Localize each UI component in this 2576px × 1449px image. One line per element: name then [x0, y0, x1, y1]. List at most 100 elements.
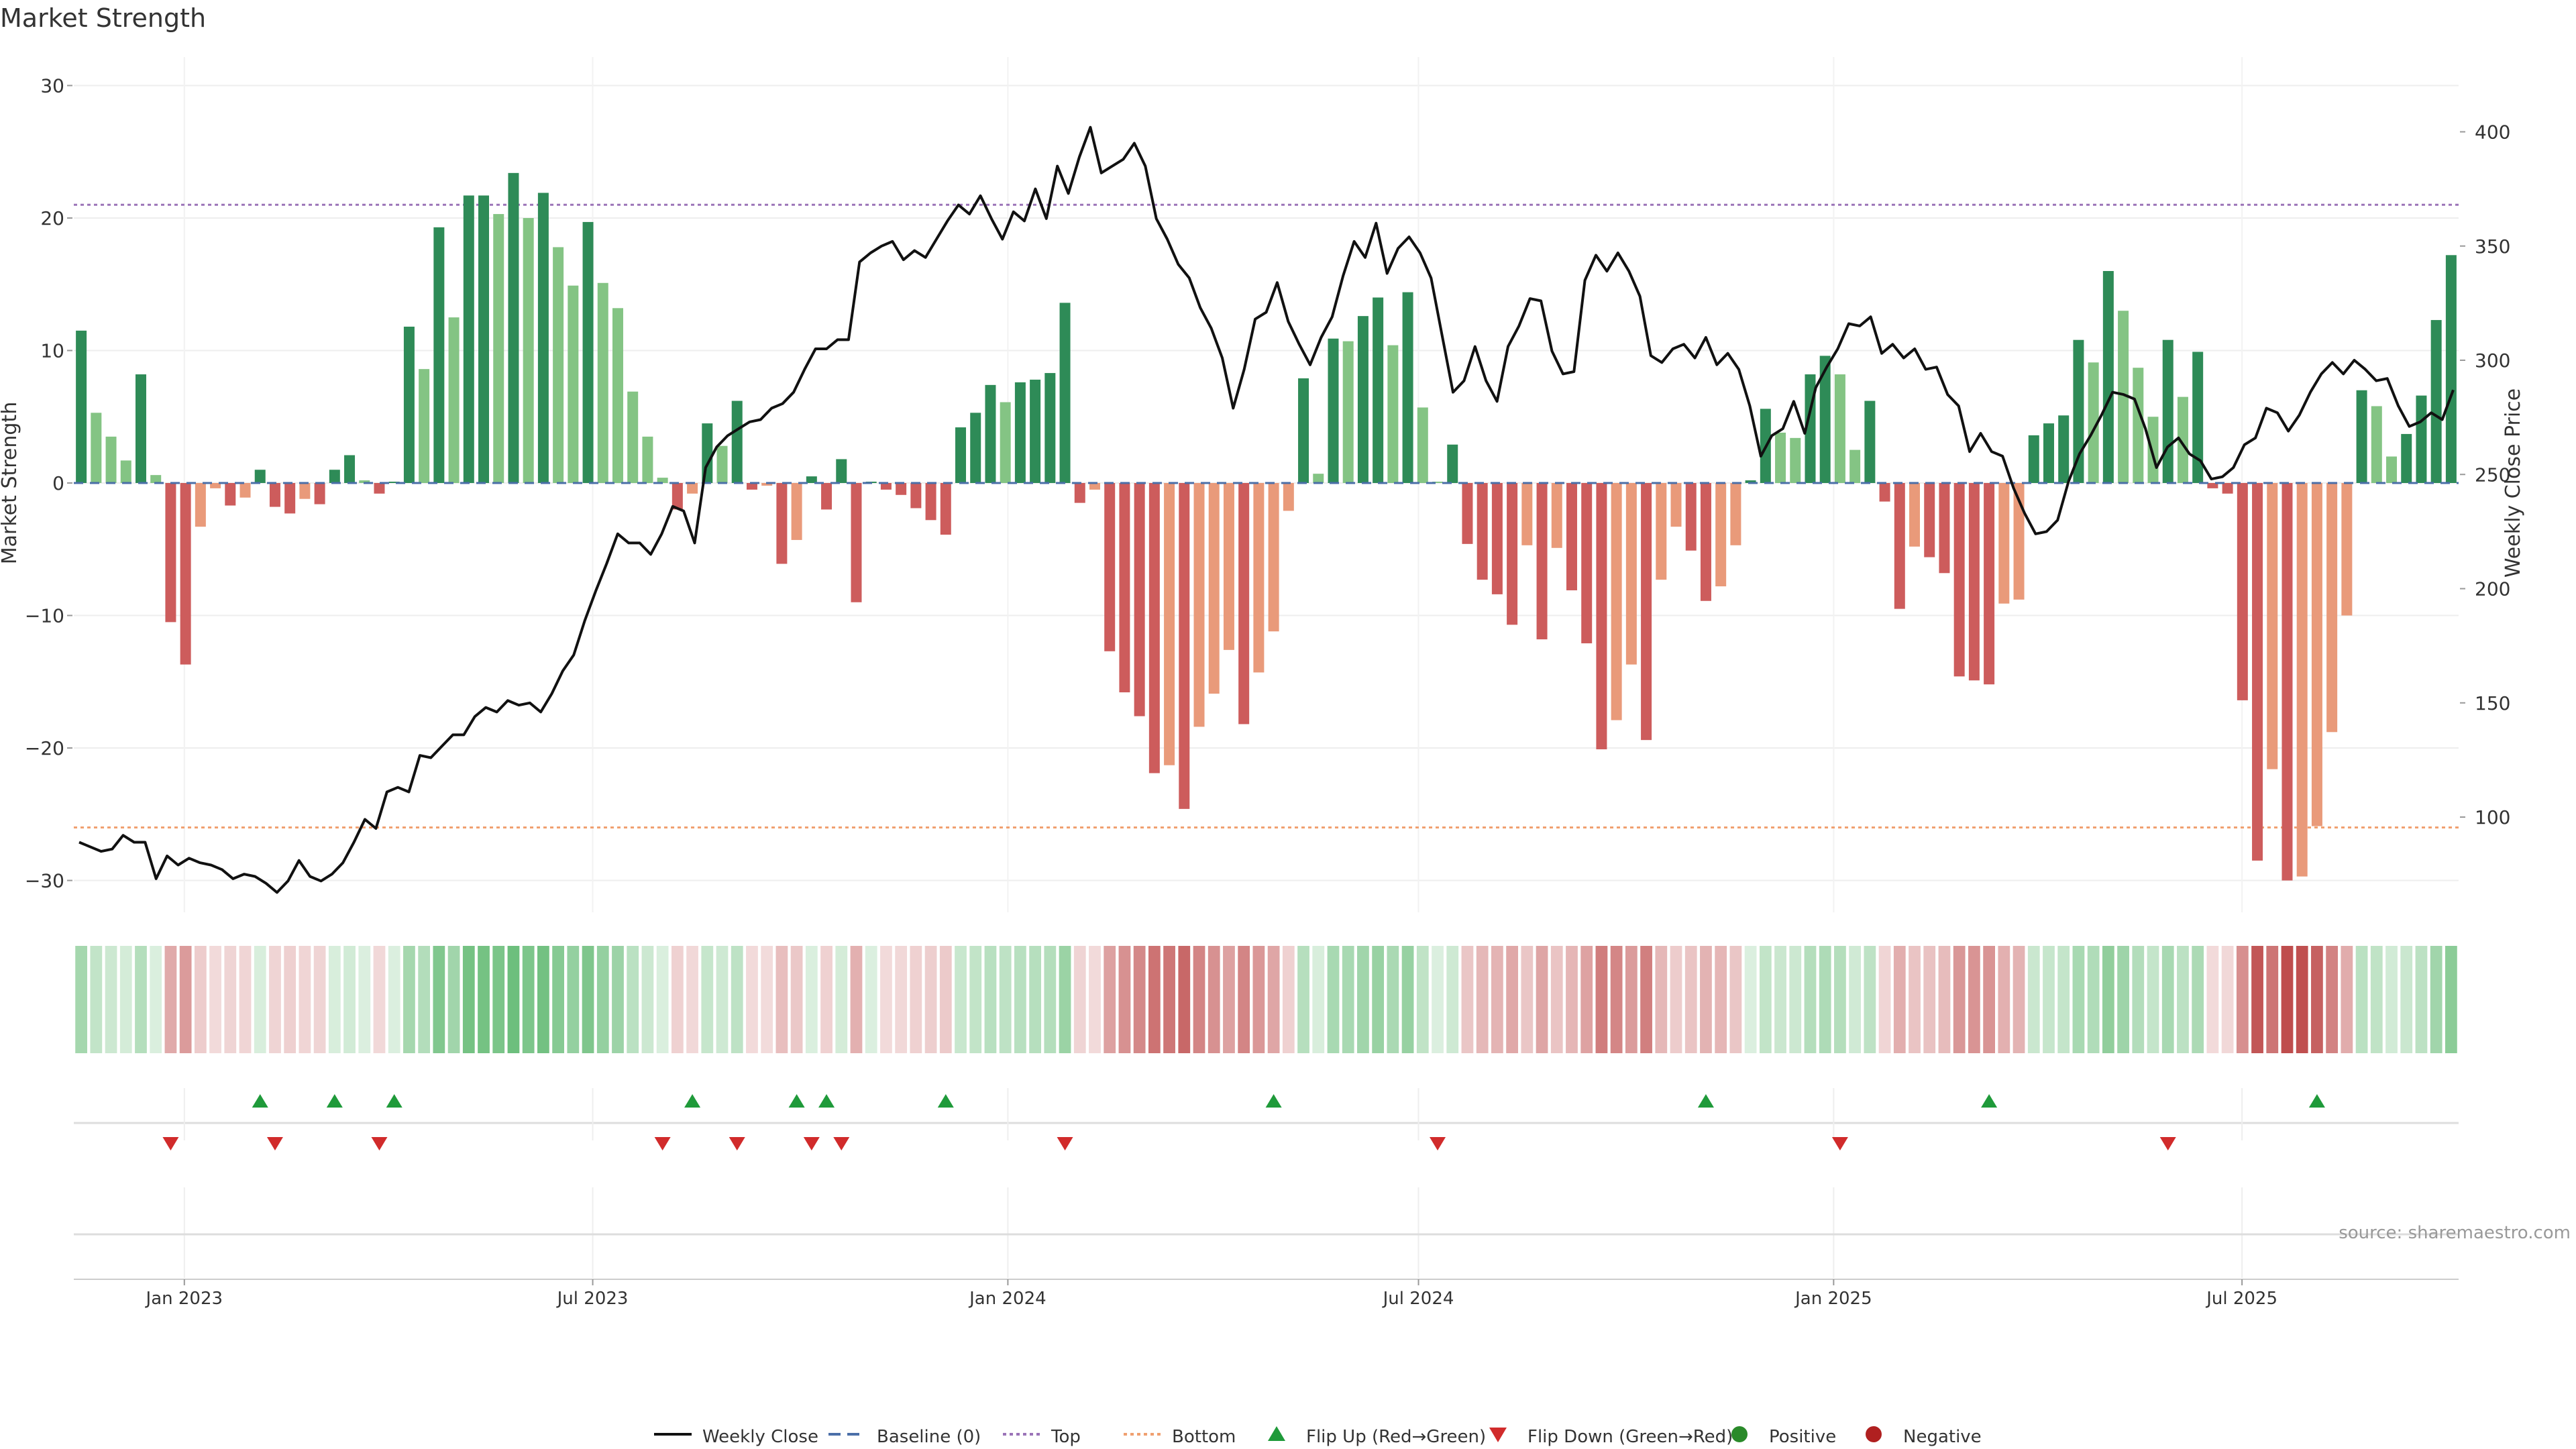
heat-cell — [433, 946, 445, 1053]
heat-cell — [537, 946, 549, 1053]
strength-bar — [746, 483, 757, 490]
legend-label: Flip Up (Red→Green) — [1306, 1427, 1486, 1447]
strength-bar — [612, 308, 623, 483]
flip-down-marker — [729, 1137, 745, 1150]
heat-cell — [2400, 946, 2413, 1053]
strength-bar — [403, 326, 415, 483]
strength-bar — [433, 227, 445, 483]
strength-bar — [1223, 483, 1234, 650]
heat-cell — [612, 946, 624, 1053]
flip-down-marker — [833, 1137, 850, 1150]
heat-cell — [2132, 946, 2145, 1053]
heat-cell — [1029, 946, 1041, 1053]
strength-bar — [2237, 483, 2248, 700]
heat-cell — [1684, 946, 1697, 1053]
heat-cell — [2043, 946, 2055, 1053]
heat-cell — [2281, 946, 2294, 1053]
strength-bar — [1432, 482, 1444, 483]
heat-cell — [1446, 946, 1459, 1053]
legend-item: Flip Down (Green→Red) — [1489, 1427, 1733, 1447]
strength-bar — [2118, 311, 2129, 483]
heat-cell — [1357, 946, 1369, 1053]
strength-bar — [1417, 407, 1428, 483]
strength-bar — [1298, 378, 1309, 483]
strength-bar — [1179, 483, 1190, 809]
strength-bar — [1685, 483, 1697, 551]
heat-cell — [1789, 946, 1802, 1053]
heat-cell — [1893, 946, 1906, 1053]
heat-cell — [1267, 946, 1280, 1053]
strength-bar — [568, 285, 579, 483]
strength-bar — [1551, 483, 1562, 548]
heat-cell — [1416, 946, 1429, 1053]
strength-bar — [1894, 483, 1905, 609]
legend-item: Top — [1003, 1427, 1081, 1447]
heat-cell — [239, 946, 252, 1053]
strength-bar — [2445, 255, 2457, 483]
heat-cell — [1476, 946, 1489, 1053]
heat-cell — [1625, 946, 1638, 1053]
heat-cell — [2117, 946, 2129, 1053]
heat-cell — [1819, 946, 1831, 1053]
strength-bar — [269, 483, 280, 507]
heat-cell — [1059, 946, 1071, 1053]
heat-cell — [790, 946, 803, 1053]
triangle-up-icon — [1268, 1426, 1285, 1441]
strength-bar — [2073, 339, 2084, 483]
heat-cell — [164, 946, 177, 1053]
heat-cell — [1178, 946, 1191, 1053]
strength-bar — [1939, 483, 1950, 574]
heat-cell — [1655, 946, 1668, 1053]
y2-tick-label: 200 — [2475, 578, 2510, 600]
strength-bar — [1119, 483, 1130, 693]
strength-bar — [478, 195, 490, 483]
strength-bar — [1730, 483, 1741, 545]
heat-cell — [1238, 946, 1250, 1053]
heat-cell — [2266, 946, 2279, 1053]
heat-cell — [1312, 946, 1325, 1053]
strength-bar — [105, 436, 117, 483]
strength-bar — [1000, 402, 1011, 483]
heat-cell — [1759, 946, 1772, 1053]
heat-cell — [418, 946, 431, 1053]
strength-bar — [2043, 423, 2054, 483]
flip-down-marker — [1057, 1137, 1073, 1150]
heat-cell — [1133, 946, 1146, 1053]
strength-bar — [463, 195, 474, 483]
right-axis-ticks: 100 150 200 250 300 350 400 — [2460, 121, 2510, 828]
flip-up-marker — [684, 1094, 701, 1108]
strength-bar — [1462, 483, 1473, 544]
heat-cell — [2057, 946, 2070, 1053]
strength-bar — [1521, 483, 1533, 545]
legend-item: Negative — [1866, 1426, 1982, 1447]
strength-bar — [896, 483, 907, 495]
strength-bar — [150, 475, 162, 483]
strength-bar — [2028, 435, 2039, 483]
y-tick-label: −20 — [25, 737, 64, 759]
strength-bar — [791, 483, 802, 540]
strength-bar — [1879, 483, 1890, 502]
heat-cell — [895, 946, 908, 1053]
heat-cell — [507, 946, 520, 1053]
strength-bar — [1313, 474, 1324, 483]
y2-tick-label: 150 — [2475, 692, 2510, 714]
strength-bar — [1656, 483, 1667, 580]
strength-bar — [1641, 483, 1652, 741]
heat-cell — [1223, 946, 1235, 1053]
heat-cell — [522, 946, 535, 1053]
heat-cell — [2236, 946, 2249, 1053]
heat-cell — [1700, 946, 1712, 1053]
legend-label: Bottom — [1172, 1427, 1236, 1447]
strength-bar — [2207, 483, 2218, 488]
strength-bar — [508, 172, 519, 483]
heat-cell — [1640, 946, 1652, 1053]
flip-up-marker — [252, 1094, 268, 1108]
heat-cell — [1729, 946, 1742, 1053]
lower-panel — [74, 1187, 2459, 1278]
heat-cell — [2072, 946, 2085, 1053]
heat-cell — [656, 946, 669, 1053]
heat-cell — [1372, 946, 1385, 1053]
y2-tick-label: 300 — [2475, 350, 2510, 372]
x-tick-label: Jul 2023 — [556, 1289, 629, 1309]
